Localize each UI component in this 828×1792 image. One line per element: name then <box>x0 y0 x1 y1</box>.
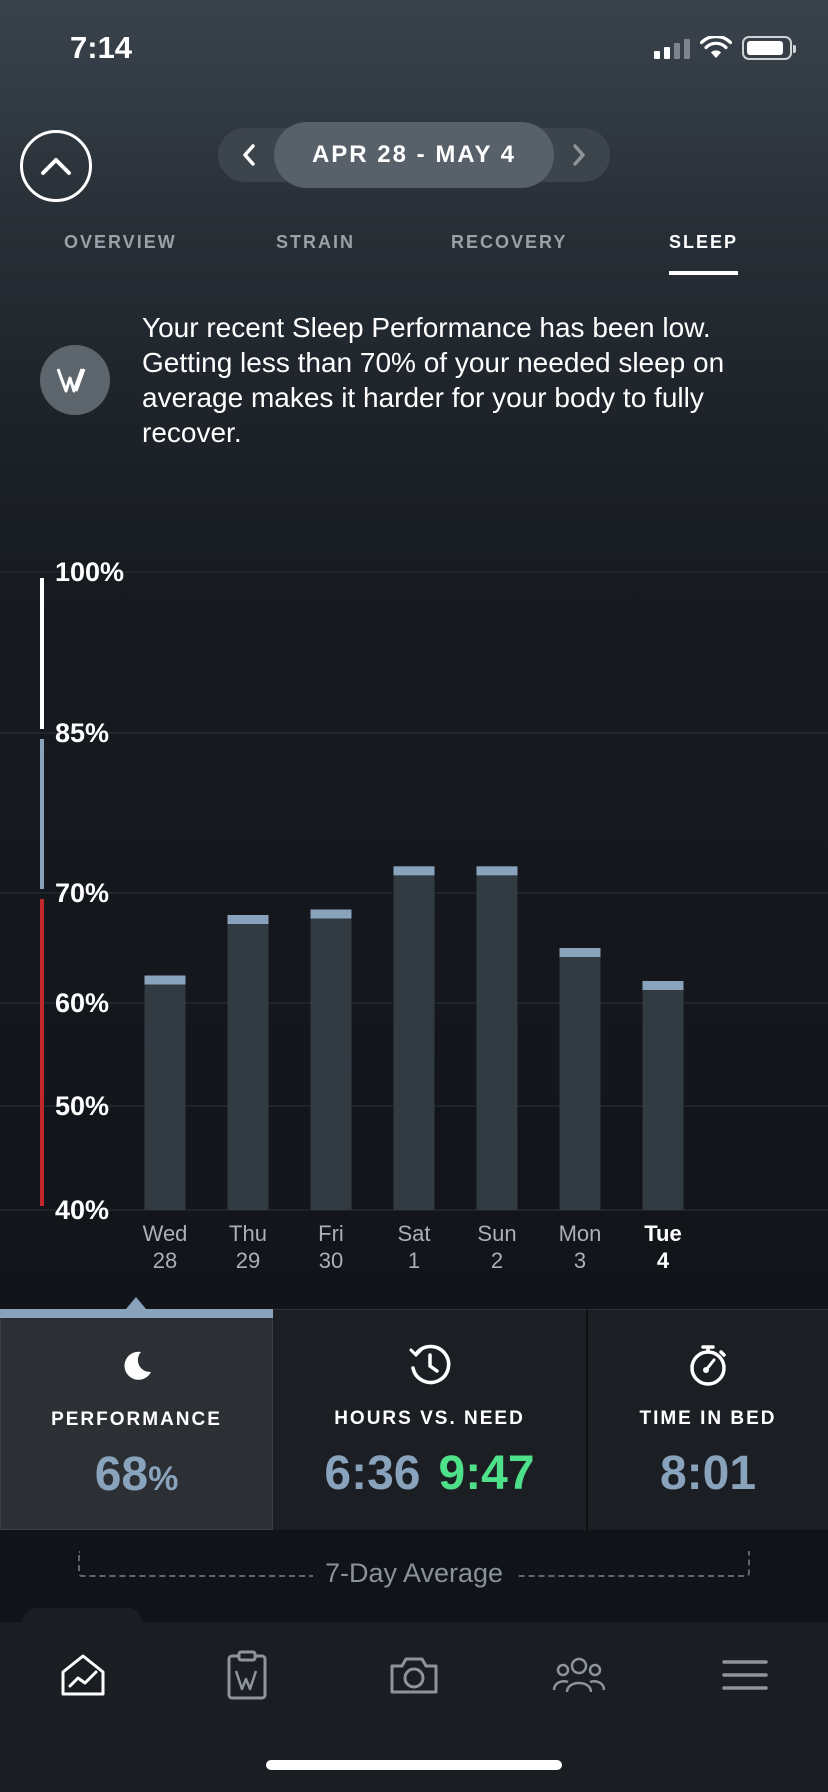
stat-hours-label: HOURS VS. NEED <box>334 1408 525 1429</box>
chart-bar-cap <box>642 981 684 990</box>
x-axis-label: Wed 28 <box>125 1220 205 1274</box>
chevron-up-icon <box>41 158 71 175</box>
chart-bar-cap <box>393 866 435 876</box>
chevron-left-icon <box>243 144 255 166</box>
active-tab-underline <box>669 271 739 275</box>
home-indicator <box>266 1760 562 1770</box>
x-axis-label: Thu 29 <box>208 1220 288 1274</box>
x-axis-day: Thu <box>229 1221 267 1246</box>
stat-time-in-bed-value: 8:01 <box>659 1447 757 1500</box>
x-axis-day: Sun <box>477 1221 517 1246</box>
status-icons <box>654 36 796 60</box>
chart-bar <box>393 866 435 1210</box>
chart-bar-cap <box>476 866 518 876</box>
stat-hours-vs-need[interactable]: HOURS VS. NEED 6:36 9:47 <box>273 1310 588 1530</box>
section-tabs: OVERVIEW STRAIN RECOVERY SLEEP <box>0 232 828 282</box>
x-axis-date: 2 <box>490 1248 504 1273</box>
collapse-button[interactable] <box>20 130 92 202</box>
tab-strain[interactable]: STRAIN <box>276 232 355 252</box>
sleep-need-value: 9:47 <box>438 1447 535 1500</box>
x-axis-date: 28 <box>152 1248 178 1273</box>
chart-bar <box>559 948 601 1210</box>
x-axis-date: 4 <box>656 1248 670 1273</box>
x-axis-label: Sun 2 <box>457 1220 537 1274</box>
sleep-performance-chart: 100% 85% 70% 60% 50% 40% Wed 28 Thu 29 Fri 30 Sat 1 S… <box>0 557 828 1280</box>
selected-stat-indicator <box>0 1309 273 1318</box>
chart-bar <box>310 909 352 1210</box>
next-week-button[interactable] <box>554 128 604 182</box>
battery-icon <box>742 36 796 60</box>
stat-time-in-bed-label: TIME IN BED <box>639 1408 777 1429</box>
previous-week-button[interactable] <box>224 128 274 182</box>
y-tick-label: 60% <box>55 988 109 1018</box>
whoop-logo-icon <box>40 345 110 415</box>
moon-icon <box>112 1341 162 1391</box>
x-axis-day: Fri <box>318 1221 344 1246</box>
status-time: 7:14 <box>70 30 133 65</box>
x-axis-label: Fri 30 <box>291 1220 371 1274</box>
tab-recovery[interactable]: RECOVERY <box>451 232 568 252</box>
sleep-insight-text: Your recent Sleep Performance has been l… <box>142 312 725 448</box>
wifi-icon <box>700 36 732 58</box>
x-axis-day: Mon <box>558 1221 602 1246</box>
stopwatch-icon <box>683 1340 733 1390</box>
camera-icon <box>390 1657 438 1694</box>
cellular-signal-icon <box>654 37 690 59</box>
clock-history-icon <box>405 1340 455 1390</box>
chart-bar-cap <box>144 975 186 985</box>
nav-home[interactable] <box>48 1640 118 1710</box>
team-icon <box>552 1657 606 1693</box>
stats-panel: PERFORMANCE 68% HOURS VS. NEED 6:36 9:47 … <box>0 1309 828 1530</box>
nav-teams[interactable] <box>544 1640 614 1710</box>
x-axis-day: Wed <box>142 1221 188 1246</box>
x-axis-date: 3 <box>573 1248 587 1273</box>
x-axis-label: Mon 3 <box>540 1220 620 1274</box>
stat-hours-value: 6:36 9:47 <box>324 1447 535 1500</box>
menu-icon <box>722 1660 768 1690</box>
average-label: 7-Day Average <box>0 1558 828 1589</box>
stat-time-in-bed[interactable]: TIME IN BED 8:01 <box>588 1310 828 1530</box>
selected-stat-pointer <box>126 1297 146 1309</box>
chart-bar <box>227 915 269 1210</box>
chart-bar <box>144 975 186 1210</box>
x-axis-day: Sat <box>397 1221 431 1246</box>
y-tick-label: 50% <box>55 1091 109 1121</box>
chart-bar-cap <box>559 948 601 957</box>
chart-svg: 100% 85% 70% 60% 50% 40% <box>0 557 828 1225</box>
stat-performance[interactable]: PERFORMANCE 68% <box>0 1310 273 1530</box>
clipboard-icon <box>227 1650 267 1700</box>
nav-menu[interactable] <box>710 1640 780 1710</box>
home-icon <box>61 1654 105 1696</box>
x-axis-date: 29 <box>235 1248 261 1273</box>
y-tick-label: 85% <box>55 718 109 748</box>
x-axis-date: 1 <box>407 1248 421 1273</box>
stat-performance-value: 68% <box>94 1448 179 1501</box>
y-tick-label: 40% <box>55 1195 109 1225</box>
chart-bar <box>642 981 684 1210</box>
chart-bar-cap <box>310 909 352 919</box>
x-axis-date: 30 <box>318 1248 344 1273</box>
date-range-nav: APR 28 - MAY 4 <box>218 122 610 188</box>
y-tick-label: 100% <box>55 560 124 587</box>
x-axis-label: Tue 4 <box>623 1220 703 1274</box>
x-axis-day: Tue <box>644 1221 682 1246</box>
nav-camera[interactable] <box>379 1640 449 1710</box>
x-axis-label: Sat 1 <box>374 1220 454 1274</box>
nav-journal[interactable] <box>212 1640 282 1710</box>
y-tick-label: 70% <box>55 878 109 908</box>
date-range-label[interactable]: APR 28 - MAY 4 <box>274 122 554 188</box>
chevron-right-icon <box>573 144 585 166</box>
tab-sleep[interactable]: SLEEP <box>669 232 739 275</box>
chart-bar <box>476 866 518 1210</box>
stat-performance-label: PERFORMANCE <box>51 1409 222 1430</box>
tab-overview[interactable]: OVERVIEW <box>64 232 177 252</box>
chart-bar-cap <box>227 915 269 924</box>
